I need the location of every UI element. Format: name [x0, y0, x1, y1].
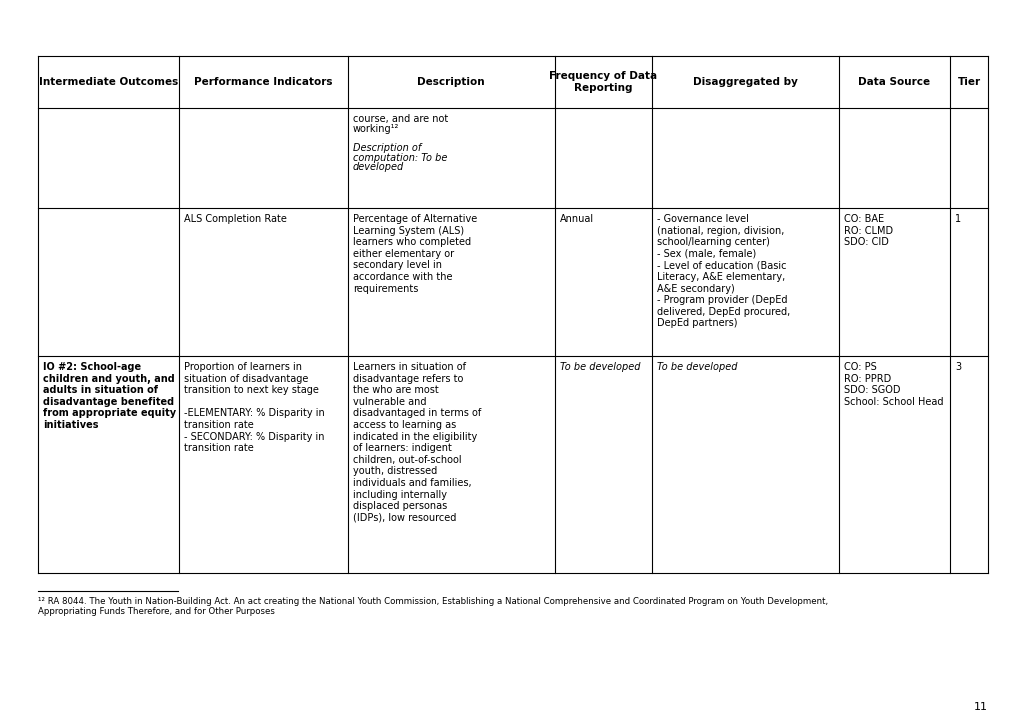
Text: Proportion of learners in
situation of disadvantage
transition to next key stage: Proportion of learners in situation of d…: [183, 362, 325, 453]
Text: Data Source: Data Source: [858, 77, 931, 87]
Text: ALS Completion Rate: ALS Completion Rate: [183, 214, 287, 224]
Text: Description: Description: [418, 77, 485, 87]
Text: ¹² RA 8044. The Youth in Nation-Building Act. An act creating the National Youth: ¹² RA 8044. The Youth in Nation-Building…: [38, 597, 828, 616]
Text: To be developed: To be developed: [656, 362, 737, 372]
Text: Tier: Tier: [957, 77, 981, 87]
Text: Frequency of Data
Reporting: Frequency of Data Reporting: [549, 71, 657, 93]
Text: 1: 1: [955, 214, 962, 224]
Text: Performance Indicators: Performance Indicators: [194, 77, 333, 87]
Text: IO #2: School-age
children and youth, and
adults in situation of
disadvantage be: IO #2: School-age children and youth, an…: [43, 362, 176, 430]
Text: CO: BAE
RO: CLMD
SDO: CID: CO: BAE RO: CLMD SDO: CID: [844, 214, 893, 247]
Text: Disaggregated by: Disaggregated by: [693, 77, 798, 87]
Text: CO: PS
RO: PPRD
SDO: SGOD
School: School Head: CO: PS RO: PPRD SDO: SGOD School: School…: [844, 362, 943, 407]
Text: computation: To be: computation: To be: [352, 153, 447, 163]
Text: 3: 3: [955, 362, 962, 372]
Text: developed: developed: [352, 162, 403, 172]
Text: To be developed: To be developed: [560, 362, 640, 372]
Text: Annual: Annual: [560, 214, 594, 224]
Text: Description of: Description of: [352, 143, 421, 153]
Text: 11: 11: [974, 702, 988, 712]
Text: Percentage of Alternative
Learning System (ALS)
learners who completed
either el: Percentage of Alternative Learning Syste…: [352, 214, 477, 294]
Text: Intermediate Outcomes: Intermediate Outcomes: [39, 77, 178, 87]
Text: - Governance level
(national, region, division,
school/learning center)
- Sex (m: - Governance level (national, region, di…: [656, 214, 790, 329]
Text: working¹²: working¹²: [352, 124, 399, 134]
Text: Learners in situation of
disadvantage refers to
the who are most
vulnerable and
: Learners in situation of disadvantage re…: [352, 362, 481, 523]
Text: course, and are not: course, and are not: [352, 114, 447, 124]
